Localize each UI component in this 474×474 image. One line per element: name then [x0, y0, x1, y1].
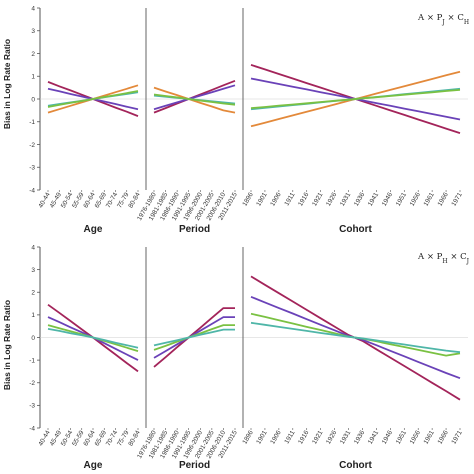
x-tick-label: 1971 [450, 191, 463, 207]
x-tick-label: 1901 [255, 191, 268, 207]
x-tick-label: 1941 [367, 191, 380, 207]
x-tick-label: 1896 [241, 429, 254, 445]
panel-annotation: A × PH × CJ [417, 252, 470, 265]
y-tick-label: 1 [31, 312, 35, 319]
x-tick-label: 1906 [269, 191, 282, 207]
y-tick-label: -1 [29, 119, 35, 126]
series-line-2-2 [153, 84, 236, 111]
x-tick-label: 1911 [283, 429, 296, 445]
y-tick-label: 3 [31, 28, 35, 35]
y-tick-label: 0 [31, 96, 35, 103]
x-tick-label: 1916 [297, 191, 310, 207]
y-tick-label: 3 [31, 267, 35, 274]
x-axis-label-cohort: Cohort [339, 224, 372, 235]
x-tick-label: 1966 [437, 429, 450, 445]
series-line-3-4 [250, 321, 461, 354]
y-tick-label: -3 [29, 165, 35, 172]
x-tick-label: 1971 [450, 429, 463, 445]
y-tick-label: 0 [31, 335, 35, 342]
x-tick-label: 80-84 [127, 429, 142, 447]
y-tick-label: 2 [31, 51, 35, 58]
y-tick-label: -3 [29, 403, 35, 410]
x-tick-label: 1926 [325, 191, 338, 207]
x-tick-label: 1941 [367, 429, 380, 445]
y-tick-label: -2 [29, 142, 35, 149]
series-line-3-5 [250, 89, 461, 109]
x-tick-label: 1931 [339, 429, 352, 445]
series-line-2-2 [153, 316, 235, 359]
x-tick-label: 1921 [311, 429, 324, 445]
x-tick-label: 1906 [269, 429, 282, 445]
y-axis-label: Bias in Log Rate Ratio [2, 300, 12, 390]
x-tick-label: 1931 [339, 191, 352, 207]
x-tick-label: 1966 [437, 191, 450, 207]
x-axis-label-age: Age [84, 224, 103, 235]
x-tick-label: 1901 [255, 429, 268, 445]
x-tick-label: 1961 [423, 191, 436, 207]
x-axis-label-period: Period [179, 224, 210, 235]
x-tick-label: 1946 [381, 429, 394, 445]
y-tick-label: -4 [29, 187, 35, 194]
x-axis-label-age: Age [84, 460, 103, 471]
y-tick-label: -2 [29, 380, 35, 387]
x-tick-label: 1936 [353, 429, 366, 445]
x-tick-label: 1956 [409, 191, 422, 207]
x-tick-label: 1911 [283, 191, 296, 207]
series-line-3-3 [250, 312, 461, 357]
x-tick-label: 1926 [325, 429, 338, 445]
y-tick-label: -4 [29, 425, 35, 432]
series-line-1-4 [47, 328, 139, 349]
x-tick-label: 1956 [409, 429, 422, 445]
x-tick-label: 1916 [297, 429, 310, 445]
y-tick-label: 1 [31, 74, 35, 81]
x-tick-label: 1951 [395, 429, 408, 445]
x-tick-label: 1921 [311, 191, 324, 207]
x-tick-label: 1961 [423, 429, 436, 445]
series-line-2-4 [153, 328, 235, 347]
x-tick-label: 1946 [381, 191, 394, 207]
x-tick-label: 1896 [241, 191, 254, 207]
x-axis-label-cohort: Cohort [339, 460, 372, 471]
series-line-1-5 [47, 90, 139, 108]
y-tick-label: 4 [31, 244, 35, 251]
series-line-2-3 [153, 86, 236, 114]
x-tick-label: 1951 [395, 191, 408, 207]
y-tick-label: -1 [29, 357, 35, 364]
y-axis-label: Bias in Log Rate Ratio [2, 39, 12, 129]
y-tick-label: 4 [31, 5, 35, 12]
x-tick-label: 1936 [353, 191, 366, 207]
series-line-2-1 [153, 307, 235, 368]
x-tick-label: 80-84 [127, 191, 142, 209]
panel-annotation: A × PJ × CH [417, 13, 469, 26]
x-axis-label-period: Period [179, 460, 210, 471]
y-tick-label: 2 [31, 290, 35, 297]
series-line-2-5 [153, 93, 236, 106]
